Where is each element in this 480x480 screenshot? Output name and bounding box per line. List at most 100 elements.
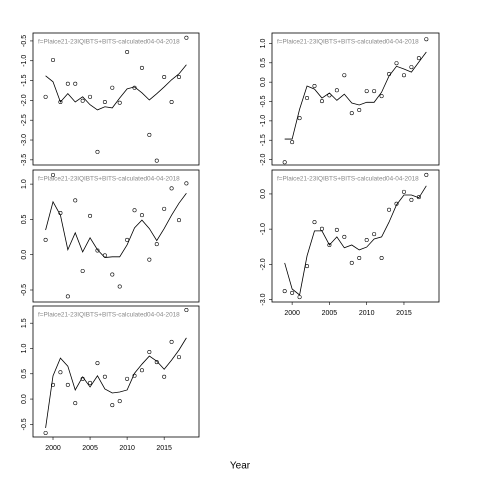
y-tick-label: -1.5: [21, 74, 28, 86]
point: [364, 89, 369, 94]
fit-line: [284, 51, 427, 140]
point: [319, 226, 324, 231]
point: [102, 374, 107, 379]
y-tick-label: 0.5: [21, 214, 28, 224]
point: [334, 88, 339, 93]
point: [357, 255, 362, 260]
panel-frame: [32, 169, 200, 303]
point: [147, 257, 152, 262]
point: [58, 99, 63, 104]
x-tick-label: 2000: [45, 445, 61, 452]
y-tick-label: -1.0: [260, 223, 267, 235]
point: [342, 234, 347, 239]
point: [80, 98, 85, 103]
point: [282, 160, 287, 165]
fit-line: [45, 193, 187, 258]
panel-frame: [271, 169, 440, 303]
point: [349, 260, 354, 265]
point: [162, 374, 167, 379]
point: [95, 149, 100, 154]
point: [184, 35, 189, 40]
point: [95, 248, 100, 253]
y-tick-label: -2.0: [21, 94, 28, 106]
point: [139, 213, 144, 218]
point: [394, 61, 399, 66]
y-tick-label: -1.0: [260, 115, 267, 127]
y-tick-label: -0.5: [260, 95, 267, 107]
point: [282, 289, 287, 294]
point: [88, 213, 93, 218]
y-tick-label: 1.0: [21, 179, 28, 189]
point: [58, 370, 63, 375]
point: [51, 382, 56, 387]
point: [401, 189, 406, 194]
point: [349, 111, 354, 116]
y-tick-label: 1.5: [21, 318, 28, 328]
point: [139, 368, 144, 373]
point: [409, 197, 414, 202]
y-tick-label: 0.0: [21, 394, 28, 404]
point: [65, 294, 70, 299]
point: [424, 172, 429, 177]
y-tick-label: 1.0: [260, 38, 267, 48]
x-tick-label: 2015: [156, 445, 172, 452]
point: [162, 206, 167, 211]
point: [43, 94, 48, 99]
point: [88, 380, 93, 385]
point: [334, 227, 339, 232]
panel-frame: [32, 32, 200, 166]
y-tick-label: -0.5: [21, 284, 28, 296]
point: [184, 181, 189, 186]
point: [312, 220, 317, 225]
point: [51, 57, 56, 62]
panel-title: f=Plaice21-23IQIBTS+BITS-calculated04-04…: [38, 39, 180, 46]
point: [327, 93, 332, 98]
panel-title: f=Plaice21-23IQIBTS+BITS-calculated04-04…: [38, 312, 180, 319]
y-tick-label: -2.0: [260, 153, 267, 165]
point: [379, 255, 384, 260]
y-tick-label: 0.0: [260, 77, 267, 87]
point: [110, 272, 115, 277]
x-axis-label: Year: [230, 461, 251, 472]
y-tick-label: 0.0: [21, 250, 28, 260]
point: [169, 339, 174, 344]
point: [43, 237, 48, 242]
point: [319, 99, 324, 104]
point: [401, 73, 406, 78]
point: [117, 399, 122, 404]
point: [312, 84, 317, 89]
point: [132, 208, 137, 213]
point: [364, 238, 369, 243]
y-tick-label: -0.5: [21, 418, 28, 430]
y-tick-label: 1.0: [21, 344, 28, 354]
point: [65, 81, 70, 86]
point: [169, 186, 174, 191]
point: [80, 268, 85, 273]
y-tick-label: -1.0: [21, 55, 28, 67]
fit-line: [45, 337, 187, 428]
point: [176, 218, 181, 223]
point: [125, 376, 130, 381]
point: [73, 198, 78, 203]
point: [162, 75, 167, 80]
x-tick-label: 2010: [359, 310, 375, 317]
x-tick-label: 2005: [82, 445, 98, 452]
point: [73, 401, 78, 406]
panel-title: f=Plaice21-23IQIBTS+BITS-calculated04-04…: [277, 176, 419, 183]
y-tick-label: -2.5: [21, 114, 28, 126]
fit-line: [45, 64, 187, 111]
point: [147, 132, 152, 137]
point: [297, 116, 302, 121]
y-tick-label: -1.5: [260, 134, 267, 146]
panel-frame: [271, 32, 440, 166]
fit-line: [284, 185, 427, 296]
point: [125, 50, 130, 55]
point: [65, 382, 70, 387]
x-tick-label: 2010: [119, 445, 135, 452]
point: [342, 73, 347, 78]
point: [357, 108, 362, 113]
point: [379, 94, 384, 99]
y-tick-label: -0.5: [21, 35, 28, 47]
